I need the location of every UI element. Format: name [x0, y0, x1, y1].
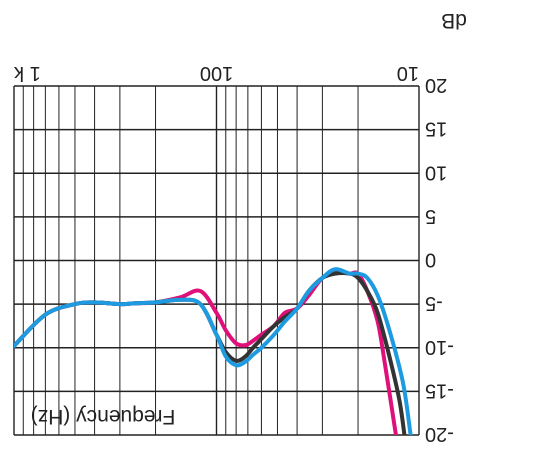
y-tick-label: 20	[425, 74, 447, 96]
x-axis-label: Frequency (Hz)	[31, 405, 176, 428]
y-tick-label: -5	[425, 292, 443, 314]
x-tick-label: 100	[200, 62, 233, 84]
y-tick-label: 0	[425, 249, 436, 271]
series-line-3	[14, 267, 413, 435]
y-tick-label: -10	[425, 336, 454, 358]
y-tick-label: -20	[425, 423, 454, 445]
x-tick-label: 1 k	[13, 62, 41, 84]
y-tick-label: 5	[425, 205, 436, 227]
y-tick-label: 15	[425, 118, 447, 140]
x-tick-label: 10	[397, 62, 419, 84]
y-axis-label: dB	[441, 9, 467, 32]
x-tick-labels: 10 100 1 k	[13, 62, 419, 84]
y-tick-label: 10	[425, 161, 447, 183]
y-tick-label: -15	[425, 379, 454, 401]
grid	[13, 85, 420, 436]
y-tick-labels: -20 -15 -10 -5 0 5 10 15 20	[425, 74, 454, 445]
series-layer	[14, 267, 413, 435]
